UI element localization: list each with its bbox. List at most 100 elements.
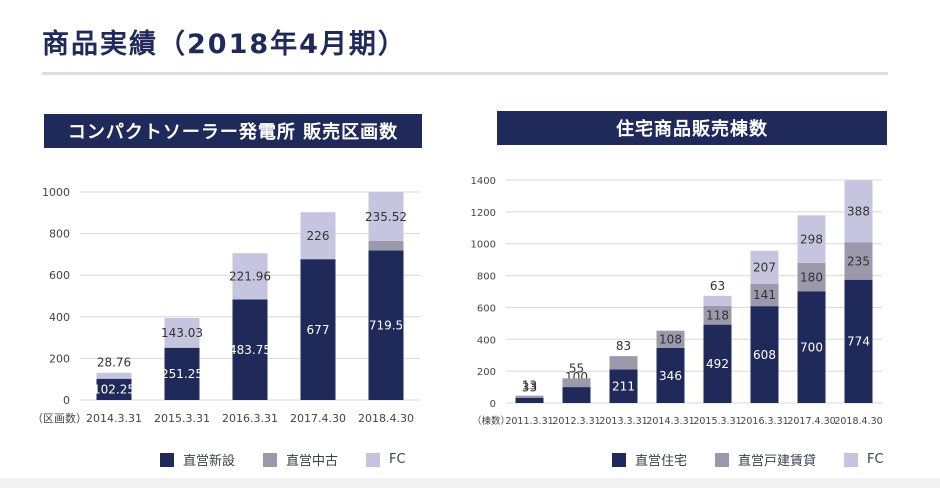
- data-label: 55: [569, 361, 584, 375]
- bar-segment: [368, 240, 404, 251]
- x-tick-label: 2016.3.31: [222, 412, 278, 425]
- x-tick-label: 2014.3.31: [646, 416, 694, 427]
- y-tick-label: 200: [477, 367, 496, 378]
- bar-segment: [368, 250, 404, 400]
- bar-segment: [515, 395, 544, 398]
- legend-label: 直営新設: [183, 454, 236, 469]
- data-label: 298: [800, 232, 823, 246]
- x-tick-label: 2012.3.31: [552, 416, 600, 427]
- data-label: 235: [847, 254, 870, 268]
- x-tick-label: 2013.3.31: [599, 416, 647, 427]
- data-label: 719.5: [369, 318, 403, 332]
- data-label: 700: [800, 341, 823, 355]
- data-label: 774: [847, 335, 870, 349]
- legend-swatch: [263, 452, 278, 467]
- bar-segment: [562, 378, 591, 388]
- data-label: 207: [753, 261, 776, 275]
- legend-item-fc: FC: [366, 452, 406, 467]
- bar-segment: [164, 347, 200, 400]
- y-tick-label: 400: [477, 335, 496, 346]
- bar-segment: [656, 347, 685, 403]
- data-label: 235.52: [365, 210, 407, 224]
- data-label: 143.03: [161, 326, 203, 340]
- legend-item-direct-new: 直営新設: [160, 450, 235, 469]
- data-label: 221.96: [229, 270, 271, 284]
- x-tick-label: 2018.4.30: [834, 416, 882, 427]
- data-label: 33: [522, 381, 537, 395]
- x-tick-label: 2015.3.31: [154, 412, 210, 425]
- axis-unit-label: （区画数）: [32, 412, 87, 425]
- legend-label: FC: [389, 452, 406, 467]
- data-label: 102.25: [93, 383, 135, 397]
- legend-swatch: [612, 452, 626, 467]
- data-label: 483.75: [229, 343, 271, 357]
- x-tick-label: 2017.4.30: [290, 412, 346, 425]
- legend-label: 直営戸建賃貸: [738, 454, 817, 469]
- bar-segment: [609, 356, 638, 370]
- solar-sales-chart: 0 200 400 600 800 1000 （区画数） 102.25 28.76 2014.3.…: [32, 186, 420, 425]
- x-tick-label: 2016.3.31: [740, 416, 788, 427]
- y-tick-label: 800: [477, 272, 496, 283]
- x-tick-label: 2011.3.31: [505, 416, 553, 427]
- data-label: 141: [753, 288, 776, 302]
- x-tick-label: 2018.4.30: [358, 412, 414, 425]
- x-tick-label: 2014.3.31: [86, 412, 142, 425]
- data-label: 28.76: [97, 356, 131, 370]
- right-legend: 直営住宅 直営戸建賃貸 FC: [612, 450, 912, 469]
- bar-segment: [609, 369, 638, 403]
- bar-segment: [656, 330, 685, 348]
- bar-segment: [750, 306, 779, 403]
- bar-segment: [232, 299, 268, 400]
- legend-label: 直営中古: [286, 454, 339, 469]
- legend-label: FC: [867, 452, 884, 467]
- bar-segment: [797, 291, 826, 403]
- bottom-strip: [0, 478, 940, 488]
- y-tick-label: 1200: [471, 208, 496, 219]
- bar-segment: [232, 253, 268, 300]
- bar-segment: [703, 305, 732, 325]
- bar-segment: [844, 180, 873, 243]
- axis-unit-label: （棟数）: [472, 415, 510, 427]
- x-tick-label: 2015.3.31: [693, 416, 741, 427]
- data-label: 388: [847, 205, 870, 219]
- y-tick-label: 800: [49, 228, 70, 241]
- left-legend: 直営新設 直営中古 FC: [160, 450, 434, 469]
- y-tick-label: 1000: [471, 240, 496, 251]
- data-label: 63: [710, 279, 725, 293]
- x-tick-label: 2017.4.30: [787, 416, 835, 427]
- bar-segment: [96, 372, 132, 379]
- legend-item-fc: FC: [844, 452, 884, 467]
- y-tick-label: 1000: [42, 186, 70, 199]
- bar-segment: [844, 242, 873, 280]
- y-tick-label: 0: [490, 399, 496, 410]
- bar-segment: [750, 283, 779, 307]
- bar-segment: [300, 212, 336, 260]
- data-label: 677: [307, 323, 330, 337]
- data-label: 251.25: [161, 367, 203, 381]
- bar-segment: [844, 279, 873, 403]
- bar-segment: [797, 215, 826, 263]
- bar-segment: [515, 397, 544, 403]
- bar-segment: [703, 295, 732, 306]
- data-label: 118: [706, 309, 729, 323]
- bar-segment: [300, 259, 336, 400]
- data-label: 108: [659, 333, 682, 347]
- data-label: 346: [659, 369, 682, 383]
- title-divider: [42, 72, 888, 75]
- legend-swatch: [844, 452, 859, 467]
- data-label: 211: [612, 380, 635, 394]
- data-label: 83: [616, 339, 631, 353]
- data-label: 226: [307, 229, 330, 243]
- legend-label: 直営住宅: [635, 454, 688, 469]
- y-tick-label: 1400: [471, 176, 496, 187]
- bar-segment: [368, 191, 404, 241]
- legend-item-direct-rental: 直営戸建賃貸: [715, 450, 816, 469]
- legend-swatch: [366, 452, 381, 467]
- data-label: 492: [706, 357, 729, 371]
- legend-item-direct-housing: 直営住宅: [612, 450, 687, 469]
- legend-swatch: [715, 452, 730, 467]
- y-tick-label: 400: [49, 311, 70, 324]
- data-label: 13: [522, 379, 537, 393]
- bar-segment: [703, 324, 732, 403]
